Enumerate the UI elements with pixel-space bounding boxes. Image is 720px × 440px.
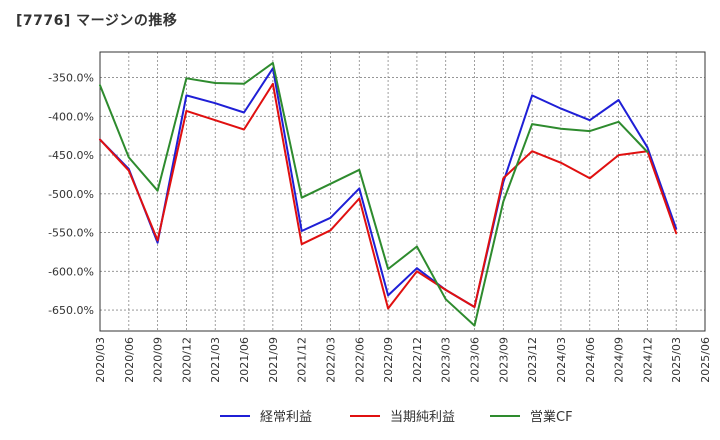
x-tick-label: 2020/03: [94, 337, 107, 383]
y-tick-label: -600.0%: [48, 265, 94, 278]
x-tick-label: 2021/12: [296, 337, 309, 383]
x-tick-label: 2023/09: [497, 337, 510, 383]
x-tick-label: 2020/06: [123, 337, 136, 383]
legend-label: 当期純利益: [390, 410, 456, 425]
x-tick-label: 2025/03: [670, 337, 683, 383]
x-tick-label: 2022/09: [382, 337, 395, 383]
y-tick-label: -550.0%: [48, 227, 94, 240]
legend-swatch: [350, 415, 380, 417]
x-tick-label: 2024/03: [555, 337, 568, 383]
y-tick-label: -450.0%: [48, 149, 94, 162]
x-tick-label: 2023/03: [440, 337, 453, 383]
legend-label: 経常利益: [260, 410, 313, 425]
plot-border: [99, 51, 706, 332]
y-tick-label: -650.0%: [48, 304, 94, 317]
series-line-1: [99, 67, 678, 308]
y-tick-label: -500.0%: [48, 188, 94, 201]
x-tick-label: 2024/09: [613, 337, 626, 383]
x-tick-label: 2021/09: [267, 337, 280, 383]
x-tick-label: 2024/06: [584, 337, 597, 383]
x-tick-label: 2022/12: [411, 337, 424, 383]
y-tick-label: -400.0%: [48, 110, 94, 123]
legend-swatch: [220, 415, 250, 417]
legend-label: 営業CF: [530, 410, 573, 425]
x-tick-label: 2023/06: [469, 337, 482, 383]
x-tick-label: 2022/03: [324, 337, 337, 383]
x-tick-label: 2021/03: [209, 337, 222, 383]
x-tick-label: 2025/06: [699, 337, 712, 383]
x-tick-label: 2020/12: [180, 337, 193, 383]
legend-swatch: [490, 415, 520, 417]
legend: 経常利益 当期純利益 営業CF: [0, 403, 720, 429]
series-line-2: [99, 82, 678, 310]
y-tick-label: -350.0%: [48, 72, 94, 85]
x-tick-label: 2021/06: [238, 337, 251, 383]
x-tick-label: 2024/12: [641, 337, 654, 383]
x-tick-label: 2022/06: [353, 337, 366, 383]
chart-title: [7776] マージンの推移: [16, 13, 178, 29]
x-tick-label: 2023/12: [526, 337, 539, 383]
x-tick-label: 2020/09: [152, 337, 165, 383]
series-line-3: [99, 61, 649, 327]
